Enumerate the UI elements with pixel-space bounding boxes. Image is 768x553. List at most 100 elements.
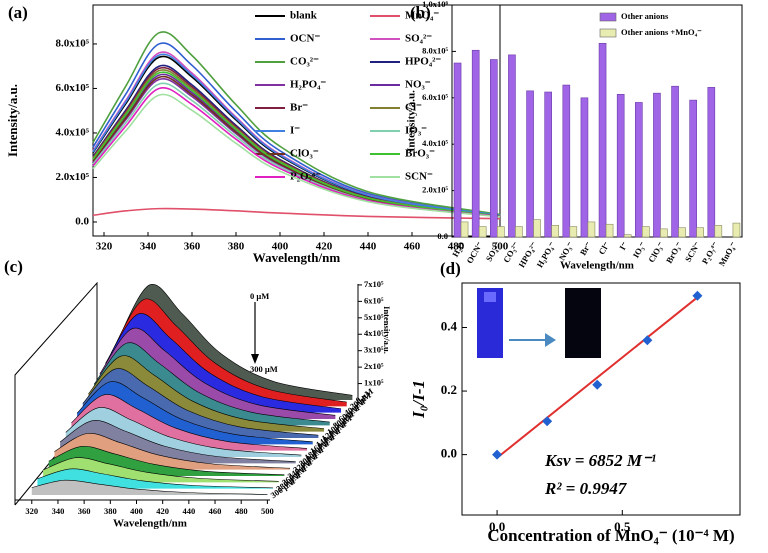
inset-glow bbox=[484, 292, 496, 302]
legend-label: SCN⁻ bbox=[405, 171, 433, 183]
bar bbox=[587, 221, 596, 238]
point bbox=[492, 449, 503, 460]
line bbox=[92, 93, 501, 218]
legend-swatch bbox=[599, 28, 617, 38]
legend-label: H₂PO₄⁻ bbox=[290, 79, 326, 91]
y-tick-label: 2.0x10⁵ bbox=[55, 171, 89, 183]
legend-label: Br⁻ bbox=[290, 102, 308, 114]
annotation: 0 μM bbox=[250, 291, 269, 301]
line bbox=[31, 479, 268, 495]
legend-label: MnO₄⁻ bbox=[405, 10, 439, 22]
x-tick-label: 460 bbox=[209, 506, 222, 516]
x-tick-label: 340 bbox=[140, 241, 157, 253]
line bbox=[82, 368, 319, 436]
y-axis-label: Intensity/a.u. bbox=[5, 84, 20, 157]
x-tick-label: 380 bbox=[228, 241, 245, 253]
legend-label: OCN⁻ bbox=[290, 33, 320, 45]
bar bbox=[714, 225, 723, 238]
line bbox=[92, 86, 501, 218]
line bbox=[92, 207, 501, 220]
z-axis-label: Intensity/a.u. bbox=[382, 306, 392, 354]
y-tick-label: 0.0 bbox=[441, 446, 457, 461]
bar bbox=[515, 226, 523, 238]
y-tick-label: 0.4 bbox=[441, 318, 458, 333]
x-tick-label: 340 bbox=[52, 506, 65, 516]
legend-label: Other anions +MnO₄⁻ bbox=[621, 27, 702, 37]
legend-label: Other anions bbox=[621, 11, 669, 21]
bar bbox=[696, 227, 704, 238]
annotation: R² = 0.9947 bbox=[544, 479, 628, 498]
x-tick-label: 480 bbox=[448, 241, 465, 253]
z-tick-label: 2x10⁵ bbox=[364, 361, 384, 371]
annotation: Ksv = 6852 M⁻¹ bbox=[544, 451, 656, 470]
bar bbox=[497, 226, 505, 238]
y-tick-label: 0.2 bbox=[441, 382, 457, 397]
point bbox=[592, 379, 603, 390]
point bbox=[642, 335, 653, 346]
bar bbox=[689, 99, 697, 238]
x-tick-label: 420 bbox=[156, 506, 169, 516]
x-axis-label: Wavelength/nm bbox=[253, 250, 341, 265]
legend-label: blank bbox=[290, 10, 318, 22]
legend-label: I⁻ bbox=[290, 125, 300, 137]
bar bbox=[660, 228, 668, 238]
inset-photo-after bbox=[565, 288, 601, 358]
x-tick-label: OCN⁻ bbox=[464, 240, 485, 266]
y-tick-label: 6.0x10⁵ bbox=[55, 82, 89, 94]
y-axis-label: Intensity/a.u. bbox=[406, 90, 418, 152]
y-tick-label: 8.0x10⁵ bbox=[55, 37, 89, 49]
legend-label: Cl⁻ bbox=[405, 102, 422, 114]
bar bbox=[616, 94, 625, 238]
x-tick-label: 400 bbox=[130, 506, 143, 516]
area-fill bbox=[31, 480, 268, 495]
x-tick-label: 440 bbox=[360, 241, 377, 253]
plot-frame bbox=[451, 4, 743, 238]
bar bbox=[678, 227, 686, 238]
bar bbox=[508, 54, 516, 238]
bar bbox=[453, 62, 462, 238]
y-tick-label: 4.0x10⁵ bbox=[422, 138, 448, 148]
bar bbox=[580, 97, 589, 238]
bar bbox=[671, 85, 679, 238]
x-tick-label: 420 bbox=[316, 241, 333, 253]
bar bbox=[623, 234, 632, 238]
bar bbox=[605, 223, 614, 238]
x-tick-label: 380 bbox=[104, 506, 117, 516]
line bbox=[116, 284, 353, 396]
line bbox=[59, 420, 296, 462]
bar bbox=[653, 92, 661, 238]
z-tick-label: 4x10⁵ bbox=[364, 328, 384, 338]
line bbox=[76, 381, 313, 443]
bar bbox=[533, 219, 541, 238]
bar bbox=[598, 42, 607, 238]
x-axis-label: Wavelength/nm bbox=[560, 260, 634, 272]
line bbox=[65, 407, 302, 456]
fit-line bbox=[496, 296, 699, 459]
z-tick-label: 7x10⁵ bbox=[364, 279, 384, 289]
legend-label: ClO₃⁻ bbox=[290, 148, 319, 160]
z-tick-label: 1x10⁵ bbox=[364, 378, 384, 388]
point bbox=[692, 290, 703, 301]
x-tick-label: 320 bbox=[25, 506, 38, 516]
bar bbox=[642, 226, 650, 238]
z-tick-label: 3x10⁵ bbox=[364, 345, 384, 355]
x-tick-label: 360 bbox=[78, 506, 91, 516]
line bbox=[92, 42, 501, 216]
x-tick-label: H₂PO₄⁻ bbox=[534, 240, 557, 270]
line bbox=[110, 298, 347, 403]
line bbox=[37, 468, 274, 489]
line bbox=[54, 433, 291, 469]
x-tick-label: 0.0 bbox=[489, 519, 505, 534]
x-tick-label: 0.5 bbox=[614, 519, 631, 534]
bar bbox=[526, 90, 534, 238]
bar bbox=[551, 225, 559, 238]
line bbox=[92, 53, 501, 217]
line bbox=[105, 313, 342, 410]
line bbox=[88, 355, 325, 429]
bar bbox=[490, 59, 498, 238]
legend-label: CO₃²⁻ bbox=[290, 56, 319, 68]
x-tick-label: Br⁻ bbox=[578, 240, 594, 258]
point bbox=[542, 416, 553, 427]
bar bbox=[471, 49, 480, 238]
line bbox=[99, 327, 336, 416]
